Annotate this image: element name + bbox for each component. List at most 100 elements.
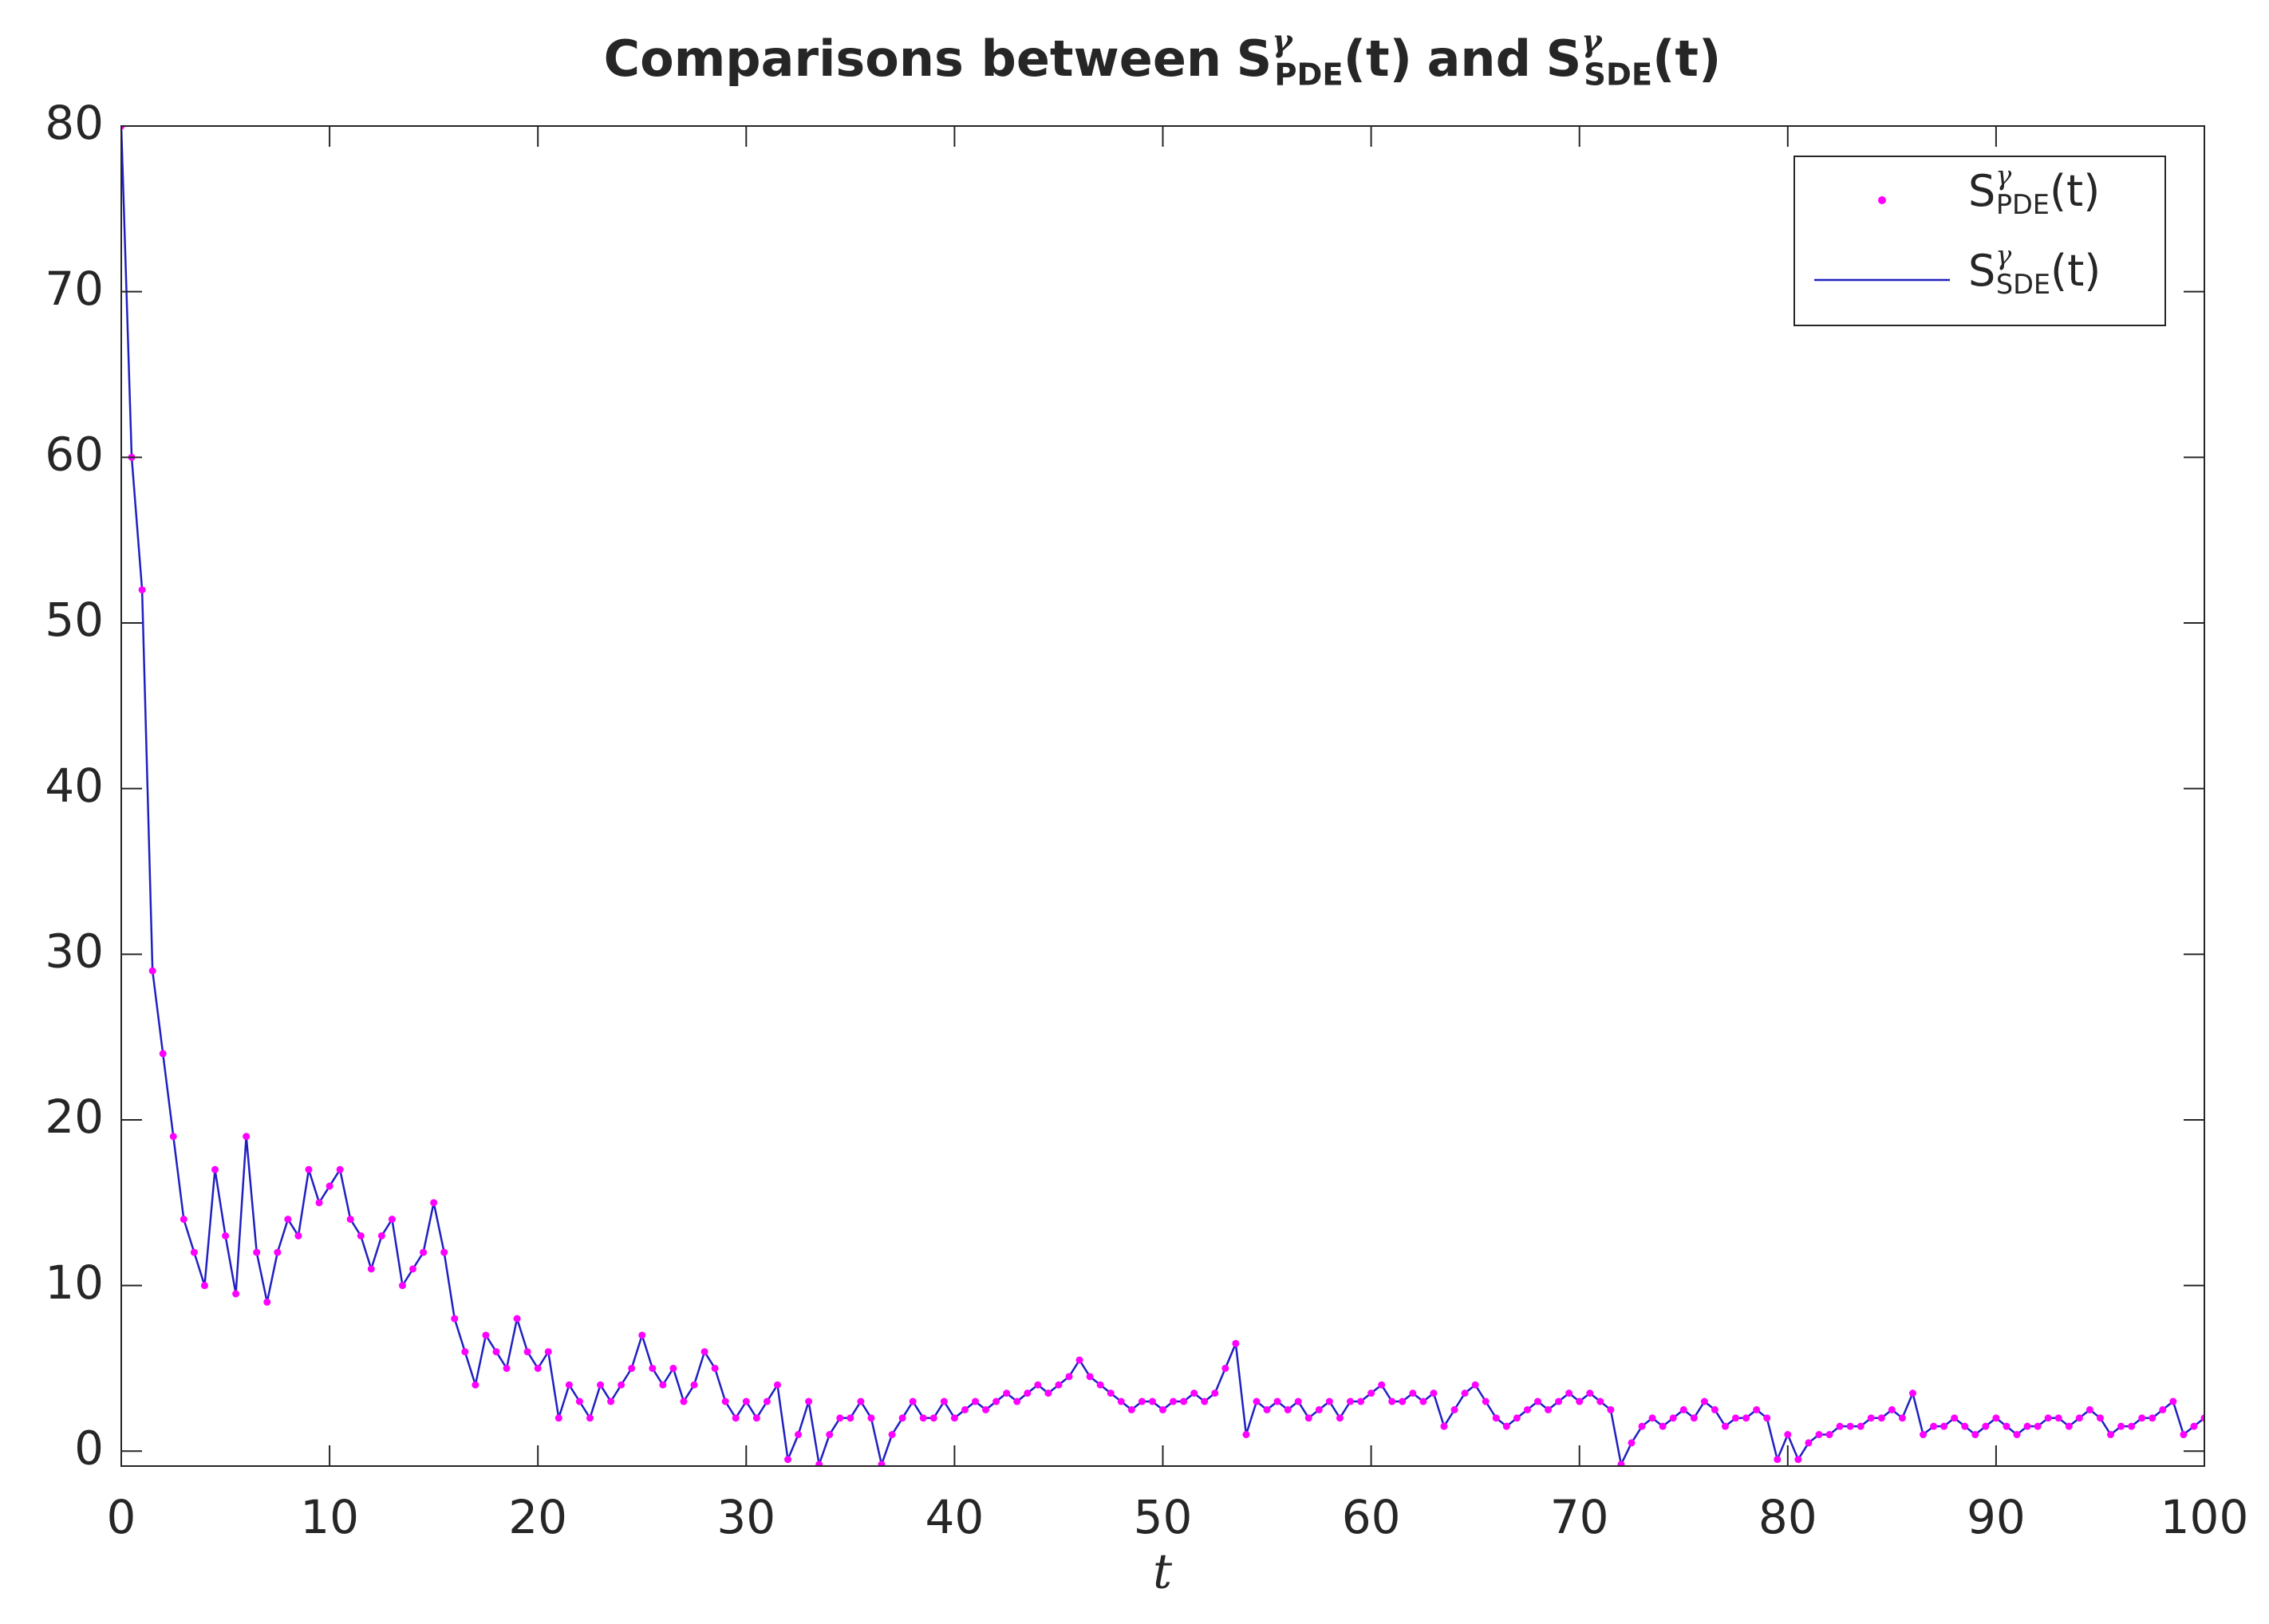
- pde-dot: [575, 1397, 583, 1405]
- pde-dot: [795, 1431, 803, 1439]
- pde-dot: [1576, 1397, 1584, 1405]
- pde-dot: [1523, 1405, 1531, 1413]
- pde-dot: [1127, 1405, 1135, 1413]
- pde-dot: [211, 1165, 219, 1173]
- pde-dot: [1180, 1397, 1188, 1405]
- pde-dot: [2190, 1422, 2198, 1430]
- pde-dot: [1628, 1439, 1636, 1447]
- pde-dot: [950, 1414, 958, 1422]
- pde-dot: [1055, 1381, 1063, 1389]
- pde-dot: [773, 1381, 781, 1389]
- pde-dot: [2096, 1414, 2104, 1422]
- pde-dot: [857, 1397, 865, 1405]
- pde-dot: [1159, 1405, 1166, 1413]
- pde-dot: [1086, 1373, 1094, 1381]
- pde-dot: [2180, 1431, 2188, 1439]
- pde-dot: [2128, 1422, 2136, 1430]
- pde-dot: [1471, 1381, 1479, 1389]
- x-tick-label: 70: [1550, 1490, 1609, 1544]
- x-tick-label: 100: [2160, 1490, 2249, 1544]
- pde-dot: [409, 1265, 417, 1273]
- name-sup: γ: [1581, 23, 1603, 59]
- pde-dot: [2138, 1414, 2146, 1422]
- pde-dot: [1430, 1389, 1438, 1397]
- pde-dot: [638, 1331, 646, 1339]
- pde-dot: [1003, 1389, 1011, 1397]
- pde-dot: [1586, 1389, 1594, 1397]
- pde-dot: [2034, 1422, 2042, 1430]
- pde-dot: [1304, 1414, 1312, 1422]
- pde-dot: [492, 1348, 500, 1356]
- pde-dot: [1482, 1397, 1490, 1405]
- name-sub: PDE: [1274, 57, 1343, 93]
- pde-dot: [357, 1232, 365, 1240]
- pde-dot: [180, 1216, 187, 1224]
- pde-dot: [961, 1405, 969, 1413]
- pde-dot: [1440, 1422, 1448, 1430]
- pde-dot: [2065, 1422, 2073, 1430]
- pde-dot: [1170, 1397, 1178, 1405]
- x-tick-label: 20: [508, 1490, 567, 1544]
- pde-dot: [826, 1431, 834, 1439]
- pde-dot: [377, 1232, 385, 1240]
- pde-dot: [1148, 1397, 1156, 1405]
- pde-dot: [711, 1364, 719, 1372]
- pde-dot: [1940, 1422, 1948, 1430]
- pde-dot: [1346, 1397, 1354, 1405]
- pde-dot: [513, 1315, 521, 1322]
- pde-dot: [690, 1381, 698, 1389]
- pde-dot: [1805, 1439, 1813, 1447]
- pde-dot: [1690, 1414, 1698, 1422]
- pde-dot: [784, 1456, 792, 1464]
- pde-dot: [1679, 1405, 1687, 1413]
- y-tick-label: 0: [74, 1421, 104, 1475]
- name-sup: γ: [1272, 23, 1293, 59]
- pde-dot: [1190, 1389, 1198, 1397]
- pde-dot: [1107, 1389, 1115, 1397]
- pde-dot: [1024, 1389, 1032, 1397]
- pde-dot: [1201, 1397, 1209, 1405]
- pde-dot: [1753, 1405, 1761, 1413]
- name-sub: SDE: [1584, 57, 1652, 93]
- pde-dot: [1013, 1397, 1021, 1405]
- pde-dot: [138, 585, 146, 593]
- pde-dot: [534, 1364, 542, 1372]
- name-tail: (t): [2050, 166, 2100, 216]
- pde-dot: [2023, 1422, 2031, 1430]
- pde-dot: [1659, 1422, 1667, 1430]
- pde-dot: [388, 1216, 396, 1224]
- pde-dot: [503, 1364, 511, 1372]
- pde-dot: [315, 1199, 323, 1207]
- pde-dot: [346, 1216, 354, 1224]
- pde-dot: [992, 1397, 1000, 1405]
- pde-dot: [1273, 1397, 1281, 1405]
- pde-dot: [1096, 1381, 1104, 1389]
- pde-dot: [1742, 1414, 1750, 1422]
- pde-dot: [398, 1282, 406, 1290]
- pde-dot: [982, 1405, 990, 1413]
- pde-dot: [815, 1460, 823, 1466]
- pde-dot: [919, 1414, 927, 1422]
- pde-dot: [1357, 1397, 1365, 1405]
- pde-dot: [1930, 1422, 1938, 1430]
- pde-dot: [805, 1397, 813, 1405]
- pde-dot: [649, 1364, 657, 1372]
- pde-dot: [1867, 1414, 1875, 1422]
- pde-dot: [2117, 1422, 2125, 1430]
- pde-dot: [1825, 1431, 1833, 1439]
- pde-dot: [1409, 1389, 1417, 1397]
- x-axis-label: t: [1153, 1544, 1173, 1600]
- pde-dot: [148, 967, 156, 975]
- plot-area: [121, 126, 2204, 1466]
- pde-dot: [1232, 1339, 1240, 1347]
- pde-dot: [2075, 1414, 2083, 1422]
- pde-dot: [721, 1397, 729, 1405]
- pde-dot: [1920, 1431, 1928, 1439]
- x-tick-label: 40: [925, 1490, 984, 1544]
- pde-dot: [628, 1364, 636, 1372]
- x-tick-label: 90: [1967, 1490, 2026, 1544]
- pde-dot: [1711, 1405, 1719, 1413]
- pde-dot: [659, 1381, 667, 1389]
- pde-dot: [554, 1414, 562, 1422]
- y-tick-label: 30: [45, 924, 104, 978]
